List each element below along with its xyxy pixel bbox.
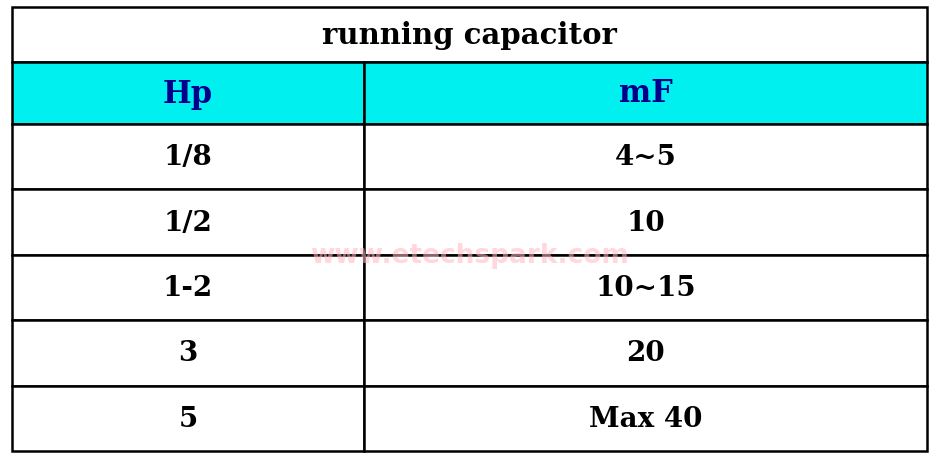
Bar (364, 125, 927, 190)
Text: 5: 5 (178, 405, 198, 432)
Text: Hp: Hp (163, 78, 213, 109)
Text: 3: 3 (178, 340, 198, 367)
Bar (12, 255, 364, 320)
Bar (12, 63, 364, 125)
Text: 10: 10 (626, 209, 665, 236)
Bar (12, 386, 364, 451)
Bar (12, 8, 927, 63)
Bar (364, 190, 927, 255)
Text: 10~15: 10~15 (595, 274, 696, 302)
Bar (364, 255, 927, 320)
Bar (364, 63, 927, 125)
Text: www.etechspark.com: www.etechspark.com (310, 242, 629, 268)
Bar (12, 190, 364, 255)
Text: Max 40: Max 40 (589, 405, 702, 432)
Text: 4~5: 4~5 (615, 144, 677, 171)
Text: 1-2: 1-2 (163, 274, 213, 302)
Bar (364, 386, 927, 451)
Text: 20: 20 (626, 340, 665, 367)
Text: mF: mF (619, 78, 672, 109)
Text: 1/2: 1/2 (163, 209, 212, 236)
Text: running capacitor: running capacitor (322, 21, 617, 50)
Bar (364, 320, 927, 386)
Bar (12, 320, 364, 386)
Text: 1/8: 1/8 (163, 144, 212, 171)
Bar (12, 125, 364, 190)
